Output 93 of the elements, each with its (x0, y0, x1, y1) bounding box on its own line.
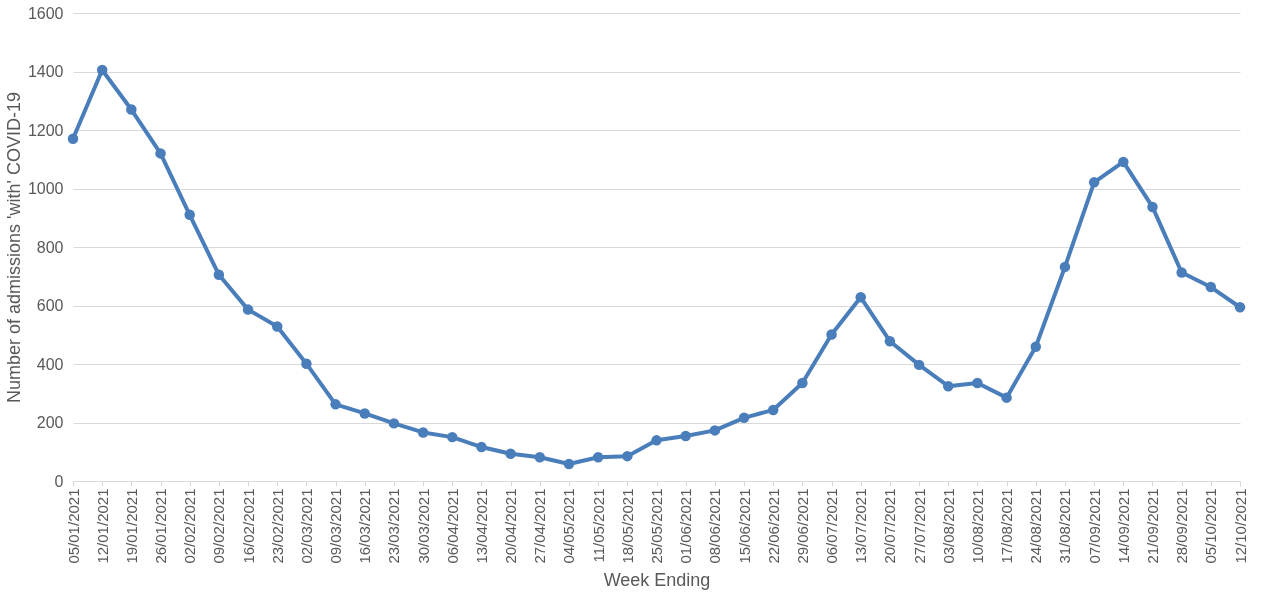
point (271, 321, 283, 332)
point (184, 209, 195, 221)
x-tick-label: 15/06/2021 (735, 488, 753, 564)
x-tick-label: 21/09/2021 (1143, 488, 1161, 564)
x-tick-label: 30/03/2021 (414, 488, 432, 564)
x-tick-label: 06/07/2021 (823, 488, 841, 564)
x-tick-label: 12/10/2021 (1231, 488, 1249, 564)
x-tick-label: 05/10/2021 (1202, 488, 1220, 564)
x-tick-label: 26/01/2021 (152, 488, 170, 564)
x-tick-label: 12/01/2021 (93, 488, 111, 564)
x-tick-label: 11/05/2021 (589, 488, 607, 563)
x-tick-label: 27/04/2021 (531, 488, 549, 564)
x-tick-label: 19/01/2021 (122, 488, 140, 564)
x-tick-label: 17/08/2021 (998, 488, 1016, 564)
x-tick-label: 16/03/2021 (356, 488, 374, 564)
y-tick-label: 1600 (27, 4, 64, 22)
point (826, 329, 837, 340)
point (155, 148, 166, 159)
point (1118, 156, 1129, 168)
x-tick-label: 16/02/2021 (239, 488, 257, 564)
x-tick-label: 05/01/2021 (64, 488, 82, 564)
x-tick-label: 23/02/2021 (268, 488, 286, 564)
x-axis-title: Week Ending (603, 569, 711, 590)
x-tick-label: 28/09/2021 (1173, 488, 1191, 564)
point (855, 292, 866, 303)
point (213, 269, 225, 281)
point (709, 425, 721, 436)
x-tick-label: 24/08/2021 (1027, 488, 1045, 564)
point (622, 450, 633, 462)
point (417, 427, 429, 438)
x-tick-label: 09/03/2021 (327, 488, 345, 564)
point (913, 359, 925, 371)
x-tick-label: 20/04/2021 (502, 488, 520, 564)
point (943, 381, 954, 392)
x-tick-label: 20/07/2021 (881, 488, 899, 564)
point (476, 441, 487, 453)
point (1001, 392, 1012, 403)
point (388, 418, 400, 429)
point (651, 435, 662, 446)
point (1205, 281, 1217, 293)
x-tick-label: 22/06/2021 (764, 488, 782, 564)
x-tick-label: 18/05/2021 (618, 488, 636, 564)
y-tick-label: 1400 (27, 63, 64, 80)
x-tick-label: 23/03/2021 (385, 488, 403, 564)
x-tick-label: 27/07/2021 (910, 488, 928, 564)
point (1088, 177, 1100, 188)
x-tick-label: 06/04/2021 (443, 488, 461, 564)
y-tick-label: 1000 (27, 180, 64, 197)
x-tick-label: 13/07/2021 (852, 488, 870, 564)
point (330, 399, 341, 410)
point (972, 377, 983, 389)
x-tick-label: 14/09/2021 (1114, 488, 1132, 564)
y-axis-title: Number of admissions 'with' COVID-19 (3, 92, 24, 403)
x-tick-label: 25/05/2021 (648, 488, 665, 564)
point (797, 377, 808, 389)
point (96, 64, 108, 76)
point (1234, 302, 1246, 313)
y-tick-label: 0 (54, 472, 64, 490)
point (767, 404, 779, 416)
point (126, 104, 137, 115)
x-tick-label: 03/08/2021 (939, 488, 957, 564)
point (563, 458, 575, 470)
x-tick-label: 04/05/2021 (560, 488, 578, 564)
point (884, 335, 896, 347)
point (680, 430, 691, 442)
x-tick-label: 31/08/2021 (1056, 488, 1074, 564)
point (534, 452, 546, 463)
x-tick-label: 07/09/2021 (1085, 488, 1103, 564)
point (592, 452, 604, 463)
point (301, 358, 312, 369)
x-tick-label: 02/03/2021 (297, 488, 315, 564)
point (1176, 267, 1187, 278)
x-tick-label: 02/02/2021 (181, 488, 199, 564)
point (1147, 201, 1158, 213)
point (67, 133, 79, 145)
y-tick-label: 200 (36, 414, 64, 431)
x-tick-label: 09/02/2021 (210, 488, 228, 564)
y-tick-label: 400 (36, 355, 64, 373)
point (359, 408, 370, 419)
x-tick-label: 08/06/2021 (706, 488, 724, 564)
x-tick-label: 01/06/2021 (677, 488, 695, 564)
x-tick-label: 29/06/2021 (793, 488, 811, 564)
point (1059, 261, 1071, 273)
point (1030, 341, 1042, 352)
point (447, 431, 458, 443)
point (738, 412, 750, 424)
y-tick-label: 800 (36, 238, 64, 256)
x-tick-label: 10/08/2021 (968, 488, 986, 564)
point (505, 448, 516, 460)
y-tick-label: 1200 (27, 121, 64, 139)
point (242, 304, 254, 315)
x-tick-label: 13/04/2021 (472, 488, 490, 564)
y-tick-label: 600 (36, 297, 64, 314)
